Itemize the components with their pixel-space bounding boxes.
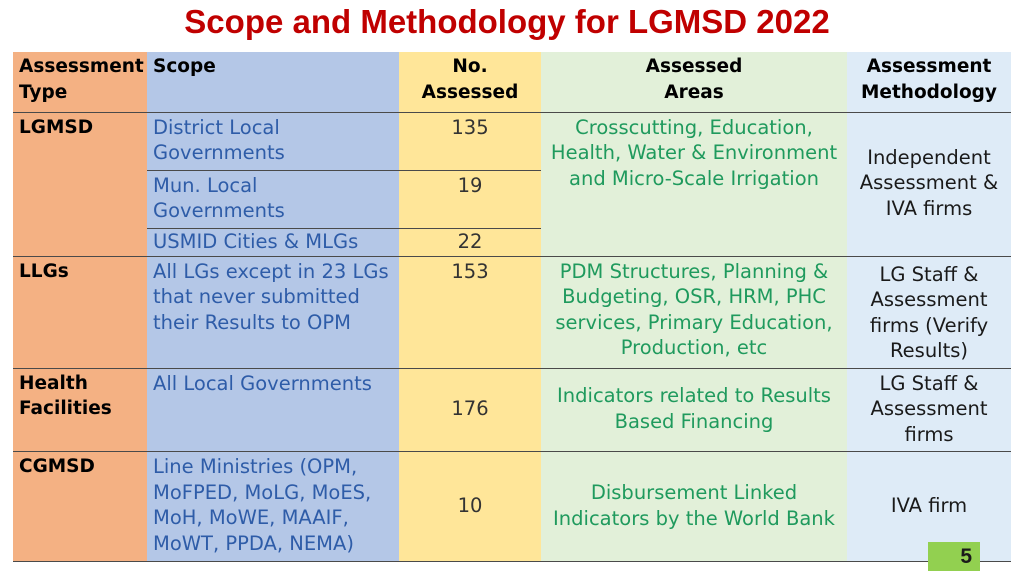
header-assessed-areas: Assessed Areas — [541, 52, 847, 112]
table-row-lgmsd: LGMSD District Local Governments 135 Cro… — [13, 111, 1011, 256]
type-health-facilities: Health Facilities — [13, 367, 147, 452]
num-municipal-local-governments: 19 — [399, 169, 541, 228]
header-scope: Scope — [147, 52, 399, 112]
method-health-facilities: LG Staff & Assessment firms — [847, 367, 1011, 452]
scope-methodology-table: Assessment Type Scope No. Assessed Assesse… — [13, 52, 1011, 562]
num-usmid-cities: 22 — [399, 227, 541, 256]
scope-municipal-local-governments: Mun. Local Governments — [147, 169, 399, 228]
page-title: Scope and Methodology for LGMSD 2022 — [184, 3, 830, 40]
num-district-local-governments: 135 — [399, 111, 541, 170]
method-lgmsd: Independent Assessment & IVA firms — [847, 111, 1011, 256]
scope-usmid-cities: USMID Cities & MLGs — [147, 227, 399, 256]
areas-health-facilities: Indicators related to Results Based Fina… — [541, 367, 847, 452]
areas-cgmsd: Disbursement Linked Indicators by the Wo… — [541, 451, 847, 562]
header-no-assessed: No. Assessed — [399, 52, 541, 112]
type-cgmsd: CGMSD — [13, 451, 147, 562]
method-llgs: LG Staff & Assessment firms (Verify Resu… — [847, 255, 1011, 368]
num-health-facilities: 176 — [399, 367, 541, 452]
header-assessment-type: Assessment Type — [13, 52, 147, 112]
areas-lgmsd: Crosscutting, Education, Health, Water &… — [541, 111, 847, 256]
table-row-llgs: LLGs All LGs except in 23 LGs that never… — [13, 255, 1011, 368]
type-llgs: LLGs — [13, 255, 147, 368]
table-row-health-facilities: Health Facilities All Local Governments … — [13, 367, 1011, 452]
table-row-municipal: Mun. Local Governments 19 — [13, 169, 1011, 228]
num-llgs: 153 — [399, 255, 541, 368]
page-number-badge: 5 — [928, 542, 980, 571]
areas-llgs: PDM Structures, Planning & Budgeting, OS… — [541, 255, 847, 368]
scope-llgs: All LGs except in 23 LGs that never subm… — [147, 255, 399, 368]
type-lgmsd: LGMSD — [13, 111, 147, 256]
scope-cgmsd: Line Ministries (OPM, MoFPED, MoLG, MoES… — [147, 451, 399, 562]
header-assessment-methodology: Assessment Methodology — [847, 52, 1011, 112]
table-header-row: Assessment Type Scope No. Assessed Assesse… — [13, 52, 1011, 112]
num-cgmsd: 10 — [399, 451, 541, 562]
scope-health-facilities: All Local Governments — [147, 367, 399, 452]
table-row-usmid: USMID Cities & MLGs 22 — [13, 227, 1011, 256]
scope-district-local-governments: District Local Governments — [147, 111, 399, 170]
table-row-cgmsd: CGMSD Line Ministries (OPM, MoFPED, MoLG… — [13, 451, 1011, 562]
